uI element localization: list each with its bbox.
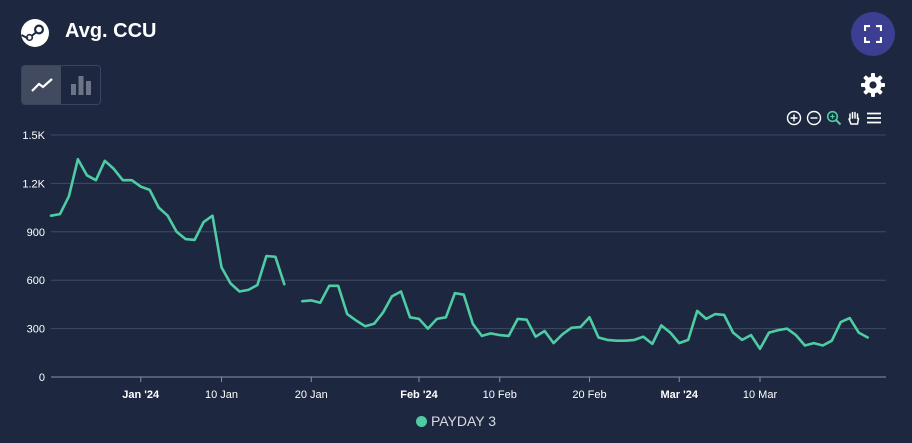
fullscreen-button[interactable] <box>851 12 895 56</box>
series-line[interactable] <box>49 157 286 293</box>
gear-icon[interactable] <box>860 72 886 98</box>
x-tick-label: Feb '24 <box>400 389 438 401</box>
bar-chart-button[interactable] <box>61 66 100 104</box>
legend-label: PAYDAY 3 <box>430 413 497 429</box>
y-tick-label: 1.5K <box>22 130 45 142</box>
hand-icon[interactable] <box>846 110 862 126</box>
y-tick-label: 600 <box>27 275 45 287</box>
steam-logo-icon <box>21 19 49 47</box>
fullscreen-icon <box>864 25 882 43</box>
series-line[interactable] <box>300 284 870 351</box>
magnifier-icon[interactable] <box>826 110 842 126</box>
y-tick-label: 0 <box>39 372 45 384</box>
chart-title: Avg. CCU <box>65 20 157 42</box>
menu-icon[interactable] <box>866 110 882 126</box>
chart-header: Avg. CCU <box>0 0 912 64</box>
x-tick-label: 10 Feb <box>483 389 517 401</box>
chart-toolbar <box>786 110 882 126</box>
y-tick-label: 300 <box>27 324 45 336</box>
y-tick-label: 1.2K <box>22 178 45 190</box>
zoom-out-icon[interactable] <box>806 110 822 126</box>
x-tick-label: 10 Mar <box>743 389 778 401</box>
chart-type-toggle <box>21 65 101 105</box>
x-tick-label: Jan '24 <box>122 389 160 401</box>
chart-plot: 0 300 600 900 1.2K 1.5K Jan '24 10 Jan 20 Jan Feb… <box>22 130 886 401</box>
line-chart-button[interactable] <box>22 66 61 104</box>
x-tick-label: 20 Feb <box>572 389 606 401</box>
zoom-in-icon[interactable] <box>786 110 802 126</box>
x-tick-label: 10 Jan <box>205 389 238 401</box>
bar-chart-icon <box>70 76 91 95</box>
x-tick-label: 20 Jan <box>295 389 328 401</box>
chart-legend[interactable]: PAYDAY 3 <box>0 413 912 429</box>
y-tick-label: 900 <box>27 227 45 239</box>
line-chart-icon <box>30 78 53 92</box>
legend-marker <box>415 416 427 427</box>
x-tick-label: Mar '24 <box>660 389 698 401</box>
